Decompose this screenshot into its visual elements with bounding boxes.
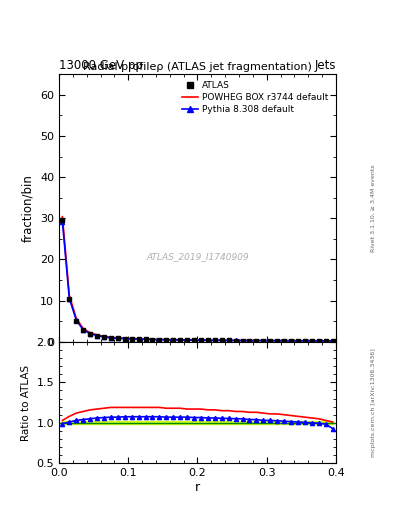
X-axis label: r: r [195,481,200,494]
Text: 13000 GeV pp: 13000 GeV pp [59,59,143,72]
Y-axis label: Ratio to ATLAS: Ratio to ATLAS [21,365,31,441]
Text: mcplots.cern.ch [arXiv:1306.3436]: mcplots.cern.ch [arXiv:1306.3436] [371,348,376,457]
Title: Radial profileρ (ATLAS jet fragmentation): Radial profileρ (ATLAS jet fragmentation… [83,62,312,72]
Y-axis label: fraction/bin: fraction/bin [21,174,35,242]
Text: Rivet 3.1.10, ≥ 3.4M events: Rivet 3.1.10, ≥ 3.4M events [371,164,376,252]
Text: Jets: Jets [314,59,336,72]
Legend: ATLAS, POWHEG BOX r3744 default, Pythia 8.308 default: ATLAS, POWHEG BOX r3744 default, Pythia … [179,79,332,117]
Text: ATLAS_2019_I1740909: ATLAS_2019_I1740909 [146,252,249,261]
